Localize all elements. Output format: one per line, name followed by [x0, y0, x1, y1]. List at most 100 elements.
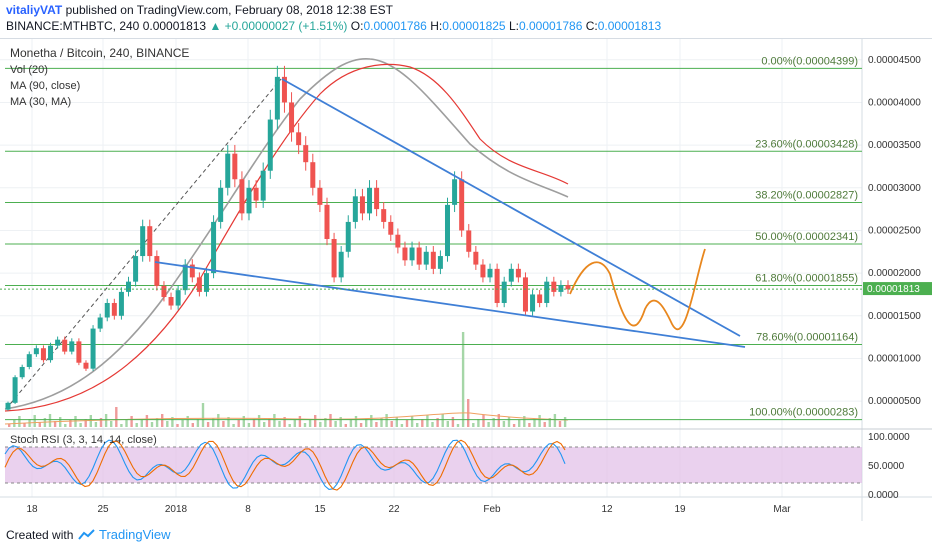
price-tick-label: 0.00002500: [868, 225, 921, 236]
volume-bar: [492, 418, 495, 427]
ma30-line: [4, 63, 569, 412]
lower-trend-line[interactable]: [154, 261, 746, 348]
legend-ma30[interactable]: MA (30, MA): [10, 96, 71, 108]
volume-bar: [74, 416, 77, 427]
volume-bar: [94, 422, 98, 427]
volume-bar: [538, 415, 541, 427]
fib-level-label: 78.60%(0.00001164): [756, 331, 858, 343]
volume-bar: [252, 419, 256, 427]
candle-body: [452, 179, 458, 205]
publish-line: vitaliyVAT published on TradingView.com,…: [6, 3, 393, 17]
volume-bar: [191, 423, 194, 427]
candle-body: [118, 291, 124, 316]
volume-bar: [359, 423, 363, 427]
volume-bar: [543, 422, 546, 427]
time-tick-label: 18: [26, 504, 38, 515]
candle-body: [494, 268, 500, 303]
projection-path: [569, 248, 706, 331]
ohlc-l-label: L:: [508, 19, 519, 33]
candle-body: [196, 277, 202, 292]
candle-body: [225, 153, 231, 188]
volume-bar: [89, 415, 92, 427]
volume-bar: [181, 420, 184, 427]
tradingview-brand[interactable]: TradingView: [99, 527, 171, 542]
candle-body: [246, 187, 252, 214]
volume-bar: [125, 420, 128, 427]
last-price-badge: [863, 282, 932, 296]
rsi-legend[interactable]: Stoch RSI (3, 3, 14, 14, close): [10, 434, 157, 446]
candle-body: [423, 251, 429, 265]
volume-bar: [99, 418, 103, 427]
price-tick-label: 0.00001000: [868, 353, 921, 364]
rsi-tick-50: 50.0000: [868, 461, 905, 472]
volume-bar: [247, 423, 251, 427]
volume-bar: [410, 416, 414, 427]
volume-bar: [324, 418, 327, 427]
volume-bar: [8, 424, 11, 427]
candle-body: [232, 153, 238, 180]
candle-body: [5, 402, 11, 410]
volume-bar: [278, 421, 281, 427]
upper-trend-line[interactable]: [281, 78, 741, 337]
candle-body: [544, 281, 550, 303]
candle-body: [189, 264, 195, 278]
candle-body: [508, 268, 514, 282]
chart-area[interactable]: 0.00%(0.00004399) 23.60%(0.00003428) 38.20…: [0, 38, 932, 521]
candle-body: [473, 251, 479, 265]
candle-body: [147, 226, 153, 257]
candle-body: [395, 234, 401, 248]
volume-bar: [497, 414, 500, 427]
candle-body: [260, 170, 266, 201]
candle-body: [104, 302, 110, 318]
candle-body: [267, 119, 273, 171]
legend-title: Monetha / Bitcoin, 240, BINANCE: [10, 46, 189, 60]
volume-bar: [380, 418, 383, 427]
candle-body: [402, 247, 408, 261]
volume-bar: [145, 415, 149, 427]
candle-body: [289, 102, 295, 133]
volume-bar: [502, 421, 506, 427]
volume-bar: [273, 414, 276, 427]
price-tick-label: 0.00003500: [868, 140, 921, 151]
volume-bar: [237, 420, 240, 427]
volume-bar: [135, 423, 138, 427]
candle-body: [40, 348, 46, 361]
ma90-line: [4, 58, 569, 410]
volume-bar: [446, 421, 449, 427]
candle-body: [430, 251, 436, 269]
ohlc-o-label: O:: [350, 19, 364, 33]
volume-bar: [140, 419, 143, 427]
time-tick-label: 8: [245, 504, 251, 515]
volume-bar: [155, 418, 159, 427]
candle-body: [345, 221, 351, 252]
price-chart[interactable]: 0.00%(0.00004399) 23.60%(0.00003428) 38.20…: [0, 39, 932, 521]
volume-bar: [268, 418, 271, 427]
time-tick-label: 12: [601, 504, 613, 515]
candle-body: [558, 285, 564, 292]
candle-body: [416, 247, 422, 265]
author-link[interactable]: vitaliyVAT: [6, 3, 63, 17]
volume-bar: [79, 423, 82, 427]
candle-body: [317, 187, 323, 205]
candle-body: [76, 341, 82, 363]
candle-body: [26, 354, 32, 367]
volume-bar: [33, 415, 36, 427]
fib-level-label: 0.00%(0.00004399): [761, 55, 858, 67]
legend-vol[interactable]: Vol (20): [10, 64, 48, 76]
volume-bar: [206, 422, 210, 427]
legend-ma90[interactable]: MA (90, close): [10, 80, 80, 92]
candle-body: [501, 281, 507, 303]
volume-bar: [212, 418, 215, 427]
candle-body: [324, 204, 330, 239]
volume-bar: [365, 419, 368, 427]
candle-body: [530, 294, 536, 312]
volume-bar: [120, 424, 123, 427]
price-tick-label: 0.00003000: [868, 183, 921, 194]
candle-body: [466, 230, 472, 252]
ohlc-h-label: H:: [430, 19, 443, 33]
volume-bar: [370, 415, 373, 427]
volume-bar: [533, 419, 536, 427]
volume-bar: [64, 424, 67, 427]
candle-body: [253, 187, 259, 201]
volume-bar: [416, 423, 419, 427]
